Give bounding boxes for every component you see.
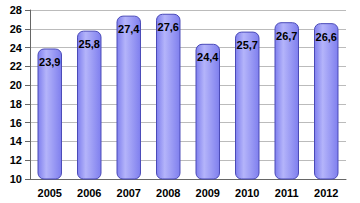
svg-text:26: 26 [10,23,22,35]
svg-text:16: 16 [10,117,22,129]
svg-text:14: 14 [10,135,23,147]
svg-text:25,8: 25,8 [79,38,100,50]
svg-text:26,6: 26,6 [316,31,337,43]
svg-text:2006: 2006 [77,187,101,199]
svg-text:2008: 2008 [156,187,180,199]
svg-text:10: 10 [10,173,22,185]
svg-text:12: 12 [10,154,22,166]
svg-text:22: 22 [10,60,22,72]
svg-text:2012: 2012 [314,187,338,199]
svg-text:24,4: 24,4 [197,51,219,63]
svg-text:2010: 2010 [235,187,259,199]
svg-text:27,6: 27,6 [158,21,179,33]
svg-text:23,9: 23,9 [39,56,60,68]
svg-text:2007: 2007 [117,187,141,199]
svg-text:25,7: 25,7 [237,39,258,51]
svg-text:18: 18 [10,98,22,110]
svg-text:27,4: 27,4 [118,23,140,35]
svg-text:2011: 2011 [275,187,299,199]
svg-text:24: 24 [10,42,23,54]
svg-text:20: 20 [10,79,22,91]
svg-text:28: 28 [10,4,22,16]
svg-text:2005: 2005 [38,187,62,199]
svg-text:2009: 2009 [196,187,220,199]
svg-text:26,7: 26,7 [276,30,297,42]
